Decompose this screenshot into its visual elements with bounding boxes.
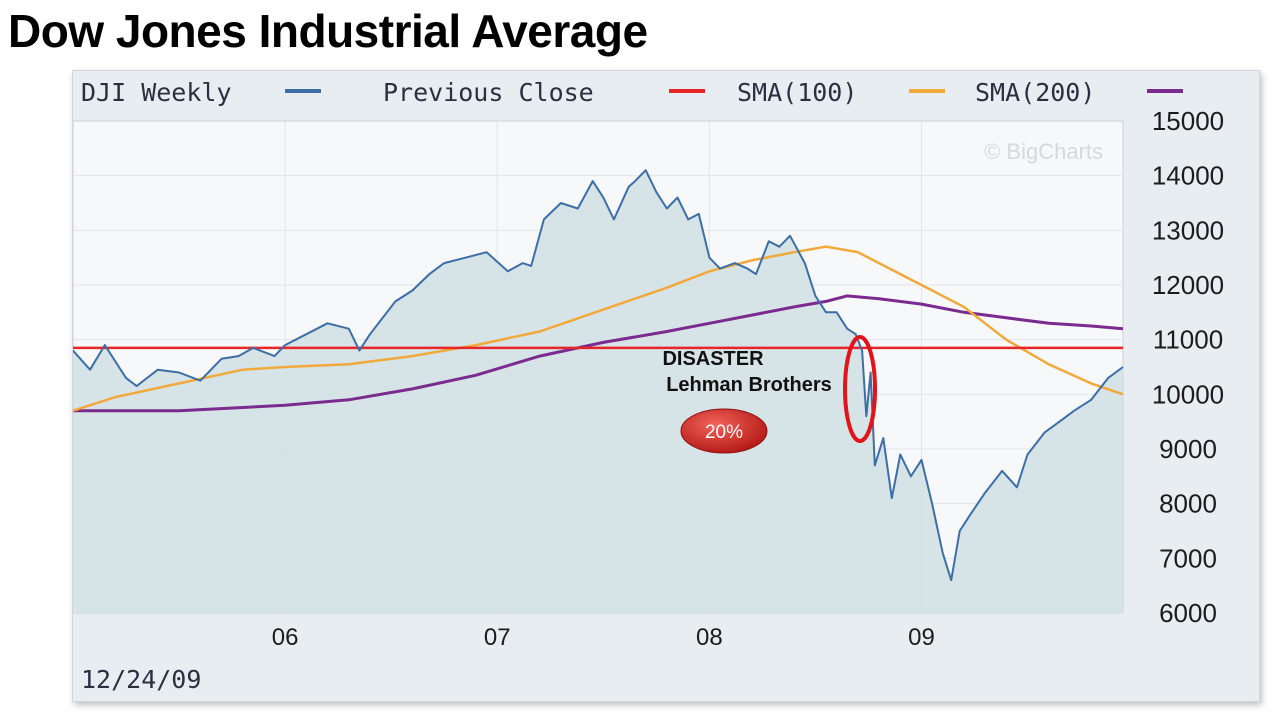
lehman-label: Lehman Brothers: [666, 374, 832, 396]
date-label: 12/24/09: [81, 665, 201, 694]
y-tick-label: 8000: [1159, 489, 1217, 519]
y-tick-label: 13000: [1152, 215, 1224, 245]
page-title: Dow Jones Industrial Average: [8, 5, 648, 57]
legend: DJI Weekly Previous Close SMA(100) SMA(2…: [81, 78, 1183, 107]
x-tick-label: 07: [484, 624, 511, 651]
legend-label-sma200: SMA(200): [975, 78, 1095, 107]
x-axis-ticks: 06 07 08 09: [272, 624, 935, 651]
legend-label-previous-close: Previous Close: [383, 78, 594, 107]
dji-weekly-line: [73, 169, 1124, 582]
x-tick-label: 06: [272, 624, 299, 651]
y-tick-label: 9000: [1159, 434, 1217, 464]
sma100-line: [73, 245, 1124, 412]
price-area-fill: [73, 170, 1123, 613]
x-tick-label: 09: [908, 624, 935, 651]
legend-label-dji-weekly: DJI Weekly: [81, 78, 232, 107]
y-tick-label: 10000: [1152, 379, 1224, 409]
sma200-line: [73, 294, 1124, 413]
drop-badge-text: 20%: [705, 422, 743, 443]
x-tick-label: 08: [696, 624, 723, 651]
y-axis-ticks: 6000 7000 8000 9000 10000 11000 12000 13000 1400…: [1152, 106, 1224, 628]
chart-svg: DJI Weekly Previous Close SMA(100) SMA(2…: [73, 78, 1224, 694]
y-tick-label: 11000: [1153, 325, 1223, 355]
drop-badge-shape: [680, 408, 768, 454]
disaster-label: DISASTER: [662, 348, 764, 370]
legend-label-sma100: SMA(100): [737, 78, 857, 107]
chart-frame: DJI Weekly Previous Close SMA(100) SMA(2…: [72, 70, 1260, 702]
y-tick-label: 15000: [1152, 106, 1224, 136]
y-tick-label: 7000: [1159, 543, 1217, 573]
crash-highlight-ellipse: [843, 335, 877, 443]
y-tick-label: 6000: [1159, 598, 1217, 628]
y-tick-label: 14000: [1152, 161, 1224, 191]
lehman-annotation: DISASTER Lehman Brothers 20%: [662, 335, 877, 454]
y-tick-label: 12000: [1152, 270, 1224, 300]
watermark: © BigCharts: [984, 139, 1103, 164]
